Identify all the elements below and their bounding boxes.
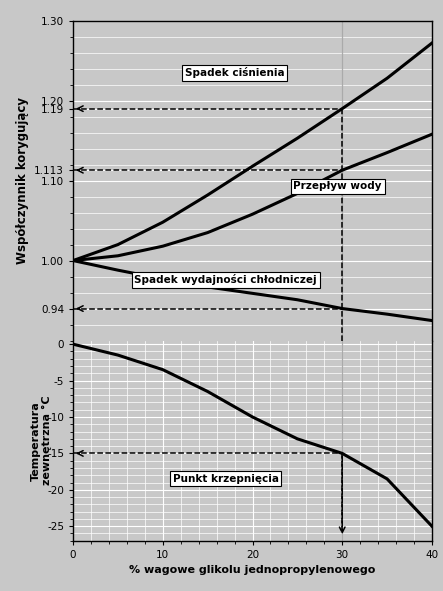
Y-axis label: Współczynnik korygujący: Współczynnik korygujący [16,97,29,264]
Text: Punkt krzepnięcia: Punkt krzepnięcia [173,474,279,484]
Text: Spadek wydajności chłodniczej: Spadek wydajności chłodniczej [134,274,317,285]
Y-axis label: Temperatura
zewnętrzna °C: Temperatura zewnętrzna °C [31,396,52,485]
X-axis label: % wagowe glikolu jednopropylenowego: % wagowe glikolu jednopropylenowego [129,566,376,576]
Text: Spadek ciśnienia: Spadek ciśnienia [185,67,284,78]
Text: Przepływ wody: Przepływ wody [293,181,382,191]
